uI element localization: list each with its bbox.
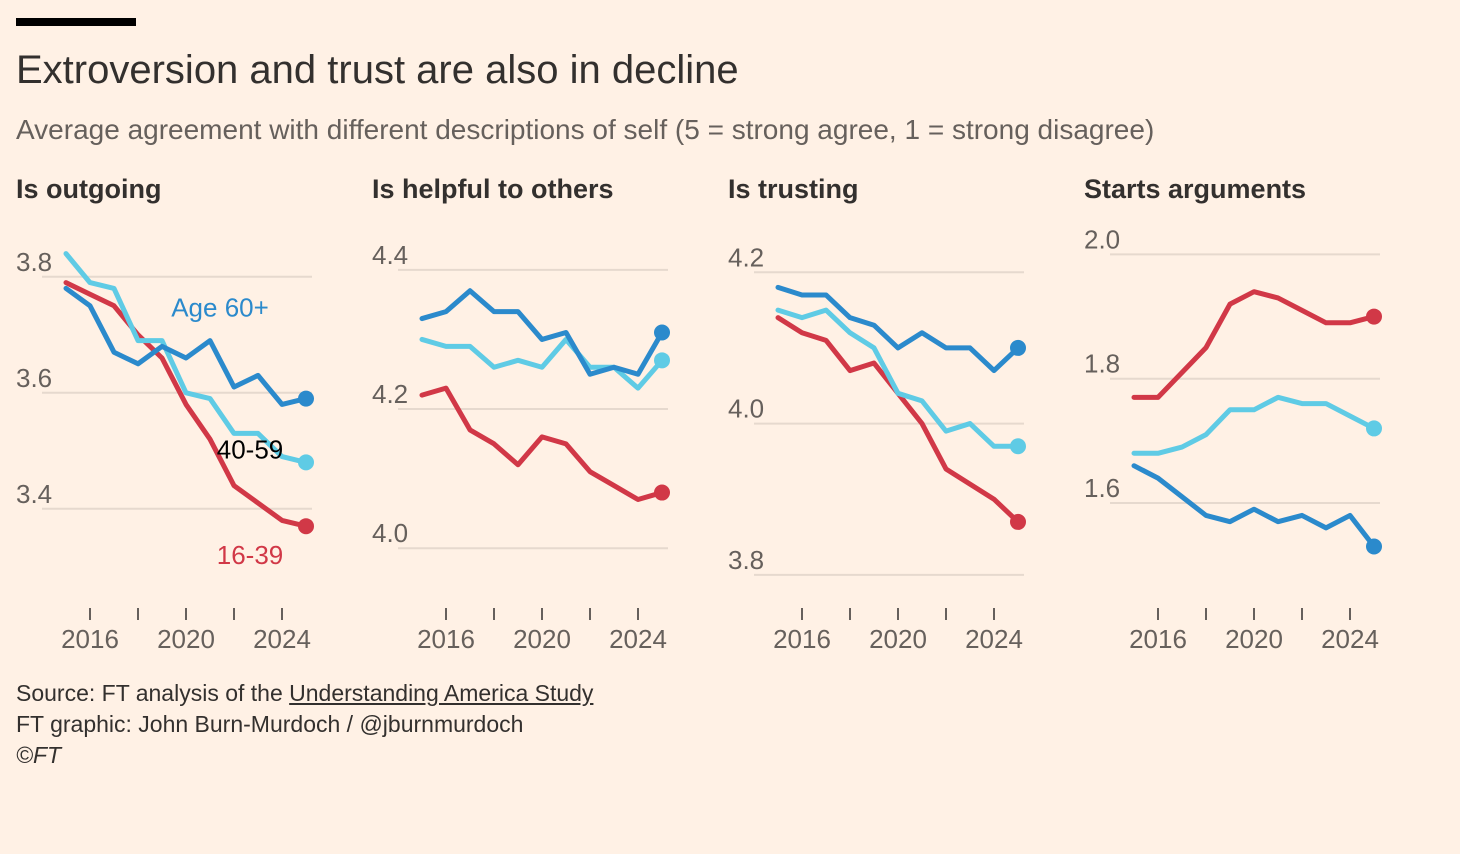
series-line-age-60-plus [63, 285, 309, 407]
x-tick-label: 2016 [773, 624, 831, 654]
x-tick-label: 2024 [965, 624, 1023, 654]
y-tick-label: 3.8 [728, 545, 764, 575]
series-line-age-16-39 [63, 280, 309, 529]
series-end-point [298, 390, 314, 407]
x-tick-label: 2024 [609, 624, 667, 654]
series-line-age-16-39 [1131, 289, 1377, 400]
y-tick-label: 3.4 [16, 479, 52, 509]
x-tick-label: 2020 [1225, 624, 1283, 654]
series-label: 16-39 [217, 540, 284, 570]
series-end-point [1010, 339, 1026, 356]
y-tick-label: 4.4 [372, 240, 408, 270]
series-line-age-40-59 [1131, 394, 1377, 456]
chart-subtitle: Average agreement with different descrip… [16, 114, 1155, 145]
x-tick-label: 2020 [513, 624, 571, 654]
series-end-point [298, 454, 314, 471]
x-tick-label: 2016 [61, 624, 119, 654]
x-tick-label: 2020 [157, 624, 215, 654]
series-label: Age 60+ [171, 293, 269, 323]
x-tick-label: 2020 [869, 624, 927, 654]
source-prefix: Source: FT analysis of the [16, 680, 290, 706]
series-end-point [1366, 420, 1382, 437]
brand-bar [16, 18, 136, 26]
series-label: 40-59 [217, 434, 284, 464]
series-end-point [298, 518, 314, 535]
panel-title-helpful: Is helpful to others [372, 174, 614, 204]
x-tick-label: 2024 [253, 624, 311, 654]
y-tick-label: 4.2 [372, 379, 408, 409]
chart-outgoing: 3.4 3.6 3.8 2016 2020 2024 Age 60+ 40-59 16-39 [16, 247, 314, 654]
x-tick-label: 2024 [1321, 624, 1379, 654]
series-line-age-40-59 [63, 251, 309, 465]
series-line-age-40-59 [419, 336, 665, 391]
series-end-point [1366, 538, 1382, 555]
chart-arguments: 1.6 1.8 2.0 2016 2020 2024 [1084, 224, 1382, 654]
series-end-point [654, 352, 670, 369]
panel-title-arguments: Starts arguments [1084, 174, 1307, 204]
graphic-credit: FT graphic: John Burn-Murdoch / @jburnmu… [16, 711, 524, 737]
chart-title: Extroversion and trust are also in decli… [16, 48, 739, 92]
series-line-age-16-39 [419, 385, 665, 503]
source-link[interactable]: Understanding America Study [289, 680, 594, 706]
x-tick-label: 2016 [1129, 624, 1187, 654]
series-end-point [1010, 513, 1026, 530]
panel-title-trusting: Is trusting [728, 174, 859, 204]
series-line-age-60-plus [1131, 463, 1377, 549]
y-tick-label: 3.6 [16, 363, 52, 393]
y-tick-label: 3.8 [16, 247, 52, 277]
x-tick-label: 2016 [417, 624, 475, 654]
y-tick-label: 4.2 [728, 242, 764, 272]
series-end-point [654, 484, 670, 501]
y-tick-label: 1.6 [1084, 473, 1120, 503]
y-tick-label: 1.8 [1084, 349, 1120, 379]
series-end-point [1366, 308, 1382, 325]
y-tick-label: 2.0 [1084, 224, 1120, 254]
chart-trusting: 3.8 4.0 4.2 2016 2020 2024 [728, 242, 1026, 654]
series-end-point [654, 324, 670, 341]
series-line-age-60-plus [775, 284, 1021, 374]
y-tick-label: 4.0 [728, 394, 764, 424]
series-end-point [1010, 438, 1026, 455]
chart-helpful: 4.0 4.2 4.4 2016 2020 2024 [372, 240, 670, 654]
series-line-age-60-plus [419, 288, 665, 377]
panel-title-outgoing: Is outgoing [16, 174, 162, 204]
series-line-age-40-59 [775, 307, 1021, 449]
y-tick-label: 4.0 [372, 518, 408, 548]
source-note: Source: FT analysis of the Understanding… [16, 680, 593, 707]
copyright: ©FT [16, 742, 62, 768]
